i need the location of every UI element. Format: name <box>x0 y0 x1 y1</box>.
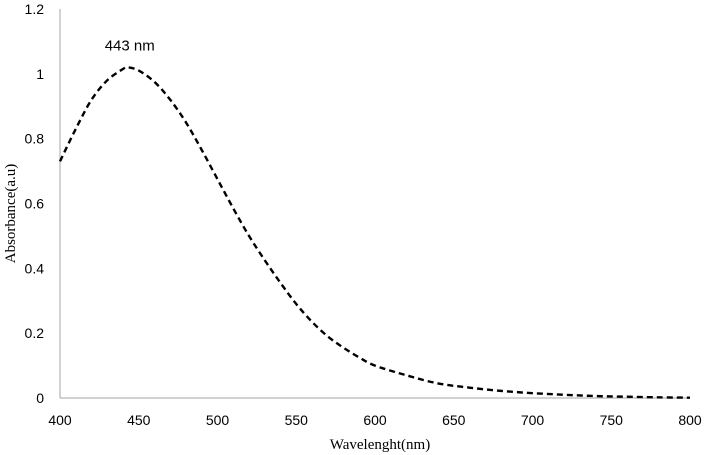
x-tick-label: 550 <box>285 412 309 428</box>
x-tick-label: 500 <box>206 412 230 428</box>
y-axis-title: Absorbance(a.u) <box>3 164 19 264</box>
y-tick-label: 1 <box>36 66 44 82</box>
x-tick-label: 650 <box>442 412 466 428</box>
peak-annotation: 443 nm <box>105 37 155 54</box>
x-tick-label: 750 <box>600 412 624 428</box>
absorbance-series-line <box>58 65 691 399</box>
x-tick-label: 450 <box>127 412 151 428</box>
y-tick-label: 0 <box>36 390 44 406</box>
y-tick-label: 1.2 <box>25 1 45 17</box>
y-tick-label: 0.6 <box>25 196 45 212</box>
x-tick-label: 800 <box>678 412 702 428</box>
tick-labels-y: 0 0.2 0.4 0.6 0.8 1 1.2 <box>25 1 45 406</box>
tick-labels-x: 400 450 500 550 600 650 700 750 800 <box>48 412 702 428</box>
y-tick-label: 0.8 <box>25 131 45 147</box>
x-tick-label: 700 <box>521 412 545 428</box>
x-tick-label: 400 <box>48 412 72 428</box>
y-tick-label: 0.2 <box>25 325 45 341</box>
y-tick-label: 0.4 <box>25 260 45 276</box>
x-tick-label: 600 <box>363 412 387 428</box>
x-axis-title: Wavelenght(nm) <box>330 437 430 453</box>
